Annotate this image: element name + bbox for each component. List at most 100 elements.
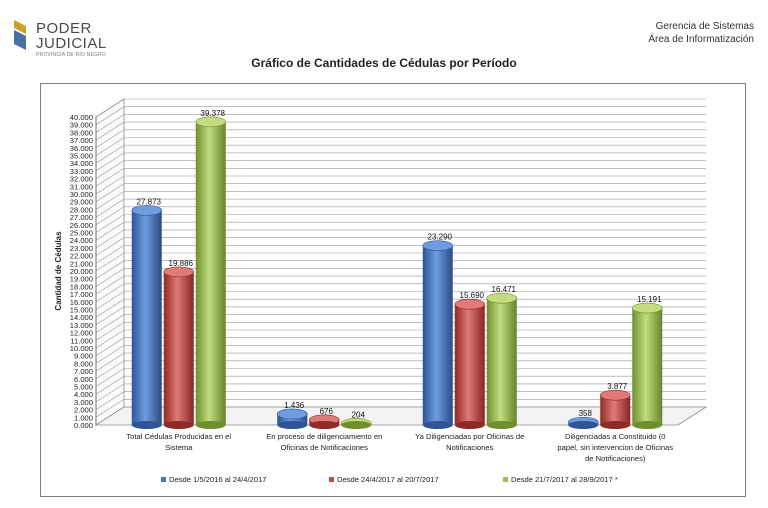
bar-base [195, 421, 226, 429]
data-label: 15.191 [637, 295, 662, 304]
y-tick-label: 26.000 [70, 221, 93, 230]
bar-base [277, 421, 308, 429]
bar-top [454, 298, 486, 310]
bar-chart: 0.0001.0002.0003.0004.0005.0006.0007.000… [54, 98, 708, 484]
y-tick-label: 4.000 [74, 390, 93, 399]
chart-title: Gráfico de Cantidades de Cédulas por Per… [251, 56, 517, 70]
legend-swatch [329, 477, 334, 482]
data-label: 15.690 [460, 291, 485, 300]
y-tick-label: 28.000 [70, 205, 93, 214]
category-label: Sistema [165, 443, 193, 452]
data-label: 676 [320, 407, 334, 416]
gridline [95, 283, 706, 303]
bar-base [632, 421, 663, 429]
y-tick-label: 11.000 [70, 336, 93, 345]
gridline [95, 229, 706, 249]
bar-top [163, 266, 195, 278]
y-tick-label: 35.000 [70, 152, 93, 161]
bar-base [600, 421, 631, 429]
data-label: 204 [352, 410, 366, 419]
gridline [95, 144, 706, 164]
y-tick-label: 6.000 [74, 375, 93, 384]
bar [454, 304, 485, 425]
bar-base [422, 421, 453, 429]
bar-top [599, 389, 631, 401]
y-tick-label: 34.000 [70, 159, 93, 168]
org-name-line1: PODER [36, 20, 92, 37]
category-label: de Notificaciones) [585, 454, 646, 463]
gridline [95, 237, 706, 256]
y-tick-label: 14.000 [70, 313, 93, 322]
y-tick-label: 7.000 [74, 367, 93, 376]
gridline [95, 214, 706, 233]
y-tick-label: 5.000 [74, 383, 93, 392]
data-label: 1.436 [284, 401, 305, 410]
gridline [95, 252, 706, 272]
bar [195, 121, 226, 425]
y-tick-label: 40.000 [70, 113, 93, 122]
bar-base [131, 421, 162, 429]
bar-base [163, 421, 194, 429]
y-tick-label: 0.000 [74, 421, 93, 430]
data-label: 3.877 [607, 382, 628, 391]
poder-judicial-logo: PODER JUDICIAL PROVINCIA DE RIO NEGRO [14, 18, 124, 58]
gridline [95, 275, 706, 295]
department-info: Gerencia de Sistemas Área de Informatiza… [648, 20, 754, 46]
category-label: Oficinas de Notificaciones [281, 443, 369, 452]
y-tick-label: 9.000 [74, 352, 93, 361]
gridline [95, 191, 706, 210]
y-tick-label: 25.000 [70, 229, 93, 238]
legend-swatch [161, 477, 166, 482]
category-label: Total Cédulas Producidas en el [126, 432, 231, 441]
y-tick-label: 3.000 [74, 398, 93, 407]
data-label: 358 [579, 409, 593, 418]
y-tick-label: 32.000 [70, 175, 93, 184]
category-label: Diligenciadas a Constituido (0 [565, 432, 665, 441]
bar-top [631, 302, 663, 314]
gridline [95, 260, 706, 279]
gridline [95, 245, 706, 264]
legend-swatch [503, 477, 508, 482]
y-tick-label: 22.000 [70, 252, 93, 261]
gridline [95, 121, 706, 141]
y-tick-label: 24.000 [70, 236, 93, 245]
category-label: papel, sin intervencion de Oficinas [557, 443, 673, 452]
y-tick-label: 2.000 [74, 406, 93, 415]
category-label: Ya Diligenciadas por Oficinas de [415, 432, 524, 441]
gridline [95, 114, 706, 133]
bar-top [276, 408, 308, 420]
bar-base [486, 421, 517, 429]
bar [486, 298, 517, 425]
y-axis-label: Cantidad de Cédulas [54, 231, 63, 311]
bar-base [309, 421, 340, 429]
gridline [95, 168, 706, 187]
chart-frame: 0.000 1.000 2.000 3.000 4.000 5.000 6.000 7.000… [40, 83, 746, 497]
y-tick-label: 31.000 [70, 182, 93, 191]
legend-label: Desde 1/5/2016 al 24/4/2017 [169, 475, 267, 484]
bar [422, 245, 453, 425]
gridline [95, 160, 706, 179]
gridline [95, 183, 706, 202]
legend-label: Desde 21/7/2017 al 28/9/2017 * [511, 475, 618, 484]
y-tick-label: 30.000 [70, 190, 93, 199]
gridline [95, 206, 706, 226]
bar-base [568, 421, 599, 429]
y-tick-label: 21.000 [70, 259, 93, 268]
data-label: 16.471 [492, 285, 517, 294]
data-label: 23.290 [428, 233, 453, 242]
bar-top [422, 240, 454, 251]
gridline [95, 129, 706, 149]
y-tick-label: 1.000 [74, 413, 93, 422]
y-tick-label: 13.000 [70, 321, 93, 330]
gridline [95, 137, 706, 156]
category-label: En proceso de diligenciamiento en [266, 432, 382, 441]
department-line1: Gerencia de Sistemas [655, 21, 754, 32]
legend-label: Desde 24/4/2017 al 20/7/2017 [337, 475, 439, 484]
y-tick-label: 15.000 [70, 306, 93, 315]
y-tick-label: 20.000 [70, 267, 93, 276]
poder-judicial-emblem-icon [14, 20, 26, 50]
bar-top [486, 292, 518, 304]
y-tick-label: 38.000 [70, 128, 93, 137]
bar-base [341, 421, 372, 429]
gridline [95, 291, 706, 310]
